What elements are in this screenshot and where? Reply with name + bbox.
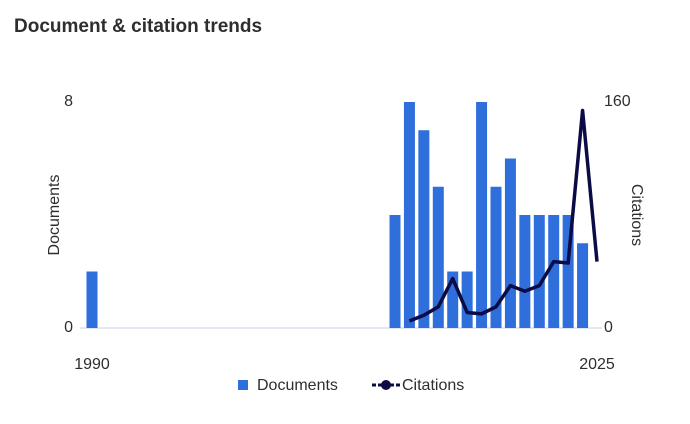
legend-swatch bbox=[238, 380, 248, 390]
bar bbox=[418, 130, 430, 328]
bar bbox=[562, 215, 574, 328]
bar bbox=[476, 102, 488, 328]
line bbox=[408, 108, 599, 323]
y2-axis-title: Citations bbox=[628, 184, 645, 246]
bar bbox=[548, 215, 560, 328]
chart-title: Document & citation trends bbox=[14, 16, 262, 37]
y-axis-title: Documents bbox=[46, 175, 63, 256]
x-tick-label: 2025 bbox=[579, 356, 615, 373]
x-tick-label: 1990 bbox=[74, 356, 110, 373]
bar bbox=[461, 271, 473, 328]
legend-label: Documents bbox=[257, 377, 338, 394]
bar bbox=[389, 215, 401, 328]
bar bbox=[519, 215, 531, 328]
y-tick-label: 8 bbox=[64, 93, 73, 110]
y2-tick-label: 0 bbox=[604, 319, 613, 336]
bar bbox=[577, 243, 589, 328]
legend-marker bbox=[381, 380, 391, 390]
bar bbox=[490, 186, 502, 328]
bar bbox=[447, 271, 459, 328]
y2-tick-label: 160 bbox=[604, 93, 631, 110]
legend-label: Citations bbox=[402, 377, 464, 394]
bar bbox=[533, 215, 545, 328]
bar bbox=[86, 271, 98, 328]
bar bbox=[504, 158, 516, 328]
bar bbox=[432, 186, 444, 328]
y-tick-label: 0 bbox=[64, 319, 73, 336]
bar bbox=[403, 102, 415, 328]
